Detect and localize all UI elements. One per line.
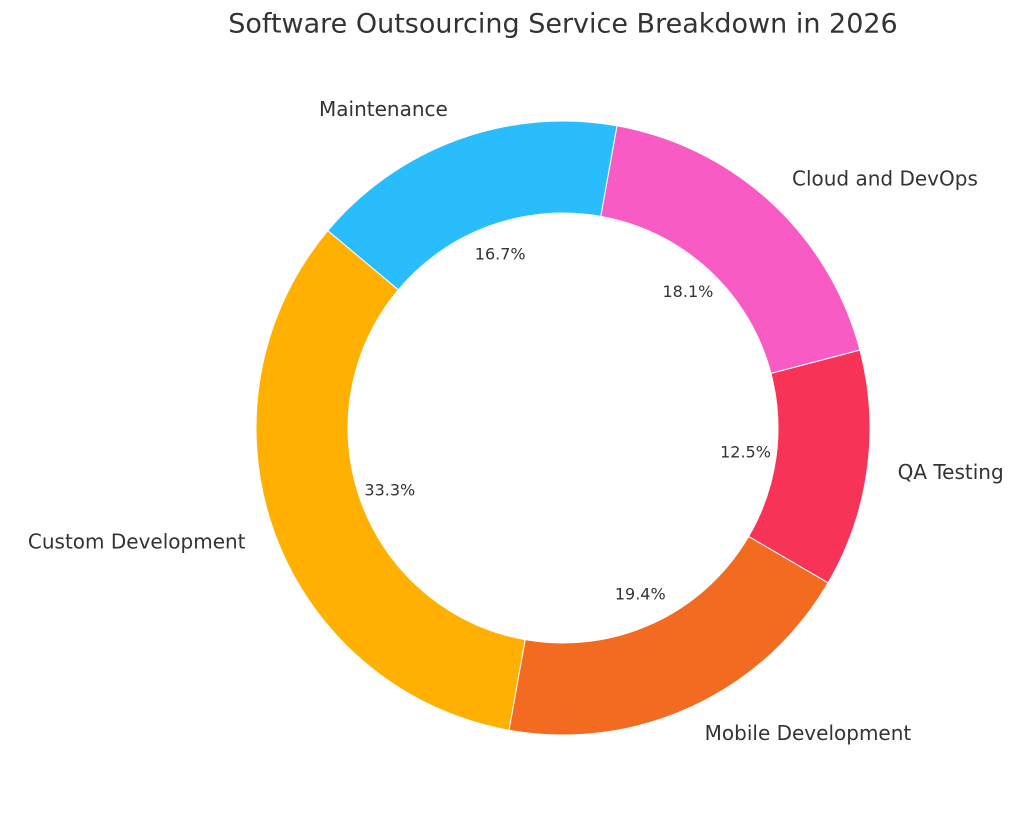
percent-label: 19.4% <box>615 585 666 604</box>
slice-label: Mobile Development <box>705 721 912 745</box>
percent-label: 16.7% <box>475 244 526 263</box>
slice-label: QA Testing <box>898 460 1004 484</box>
chart-title: Software Outsourcing Service Breakdown i… <box>228 9 897 40</box>
percent-label: 18.1% <box>663 282 714 301</box>
percent-label: 12.5% <box>720 442 771 461</box>
slice-label: Cloud and DevOps <box>792 166 978 190</box>
donut-slice <box>255 229 526 731</box>
slice-label: Custom Development <box>28 530 246 554</box>
donut-slice <box>327 120 618 291</box>
percent-label: 33.3% <box>364 480 415 499</box>
donut-slice <box>508 535 829 736</box>
donut-slice <box>600 125 861 374</box>
slice-label: Maintenance <box>319 97 448 121</box>
